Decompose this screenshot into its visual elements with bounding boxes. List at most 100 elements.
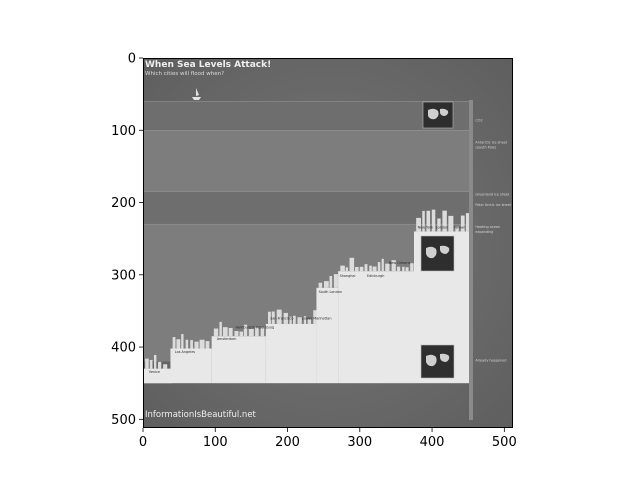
city-label-1: Los Angeles [175, 350, 195, 354]
building-4-3 [333, 274, 338, 288]
building-6-3 [431, 209, 436, 232]
building-3-2 [276, 309, 282, 324]
building-5-7 [372, 266, 377, 272]
building-4-1 [323, 281, 329, 288]
building-6-7 [455, 226, 459, 232]
building-1-7 [205, 341, 210, 349]
y-tick-label-0: 0 [128, 52, 136, 67]
city-label-4: St Petersburg [251, 325, 274, 329]
building-2-5 [239, 331, 244, 337]
building-2-6 [243, 324, 248, 337]
city-label-8: Shanghai [340, 274, 356, 278]
x-tick-label-0: 0 [139, 435, 147, 450]
building-1-4 [190, 340, 193, 349]
building-6-2 [426, 210, 431, 232]
y-tick-label-200: 200 [111, 196, 136, 211]
building-3-4 [289, 316, 292, 324]
building-5-5 [364, 264, 368, 272]
building-2-4 [234, 331, 239, 337]
building-5-2 [349, 257, 355, 272]
image-subtitle: Which cities will flood when? [145, 71, 224, 77]
city-labels: Venice Los Angeles Amsterdam Hamburg St Pete… [149, 226, 465, 375]
axes-frame [143, 58, 513, 428]
building-1-3 [185, 339, 189, 349]
building-0-4 [163, 364, 168, 369]
city-label-2: Amsterdam [217, 337, 237, 341]
building-6-5 [442, 210, 447, 232]
building-2-3 [228, 327, 233, 337]
building-5-15 [410, 263, 414, 272]
y-tick-label-400: 400 [111, 341, 136, 356]
city-label-11: New York [418, 226, 434, 230]
step-5 [338, 271, 414, 384]
step-1 [170, 348, 212, 384]
city-label-6: Lower Manhattan [302, 317, 332, 321]
image: When Sea Levels Attack! Which cities wil… [143, 58, 513, 428]
band-1 [143, 130, 472, 192]
world-map-3 [420, 344, 455, 379]
step-4 [316, 287, 339, 384]
skyline [145, 209, 471, 369]
building-0-2 [153, 354, 157, 369]
building-5-4 [359, 266, 364, 272]
building-3-8 [307, 319, 312, 324]
city-label-3: Hamburg [236, 325, 252, 329]
building-3-7 [303, 316, 307, 324]
city-label-0: Venice [149, 370, 160, 374]
step-base [143, 368, 172, 384]
building-6-8 [460, 215, 465, 232]
building-2-0 [213, 328, 219, 337]
world-map-2 [420, 235, 455, 272]
building-3-3 [283, 312, 288, 324]
building-0-1 [149, 360, 153, 369]
y-axis-ticks: 0 100 200 300 400 500 [111, 52, 143, 428]
x-tick-label-400: 400 [420, 435, 445, 450]
city-label-7: South London [319, 290, 342, 294]
building-2-2 [222, 327, 228, 337]
image-title: When Sea Levels Attack! [145, 60, 271, 70]
building-3-9 [313, 310, 317, 324]
step-2 [211, 336, 266, 384]
building-6-6 [448, 215, 454, 232]
side-note-3: Greenland ice sheet [475, 192, 510, 196]
side-note-4: Polar Arctic ice sheet [475, 203, 511, 207]
building-5-8 [377, 262, 381, 272]
city-label-9: Edinburgh [367, 274, 384, 278]
building-2-8 [255, 327, 259, 337]
building-2-1 [219, 321, 222, 337]
city-label-13: Taiwan [453, 226, 466, 230]
city-steps [143, 231, 470, 384]
building-3-0 [268, 311, 271, 324]
building-5-1 [345, 267, 349, 272]
building-3-5 [292, 315, 296, 324]
boat-icon [192, 88, 201, 100]
city-label-12: London [436, 226, 448, 230]
side-notes: CO2 Antarctic ice sheet(South Pole) Greenl… [475, 119, 511, 363]
building-1-5 [194, 341, 199, 349]
side-note-6: expanding [475, 230, 493, 234]
x-tick-label-200: 200 [275, 435, 300, 450]
building-2-7 [248, 328, 254, 337]
building-6-0 [416, 217, 421, 232]
building-5-3 [355, 266, 359, 272]
building-5-6 [369, 265, 372, 272]
building-5-0 [340, 265, 345, 272]
city-label-5: San Francisco [270, 317, 293, 321]
building-5-13 [402, 266, 405, 272]
step-3 [265, 323, 317, 384]
side-note-5: Heating ocean [475, 225, 500, 229]
building-5-9 [381, 258, 384, 272]
side-note-2: (South Pole) [475, 145, 496, 149]
x-tick-label-500: 500 [492, 435, 517, 450]
city-label-10: New Orleans [389, 261, 411, 265]
y-tick-label-300: 300 [111, 268, 136, 283]
building-2-9 [260, 327, 265, 337]
building-1-0 [172, 337, 176, 349]
building-1-6 [199, 339, 205, 349]
side-note-7: Already happened [475, 359, 506, 363]
building-6-9 [465, 213, 471, 232]
scale-bar [469, 100, 473, 420]
x-tick-label-300: 300 [347, 435, 372, 450]
building-5-14 [405, 267, 409, 272]
